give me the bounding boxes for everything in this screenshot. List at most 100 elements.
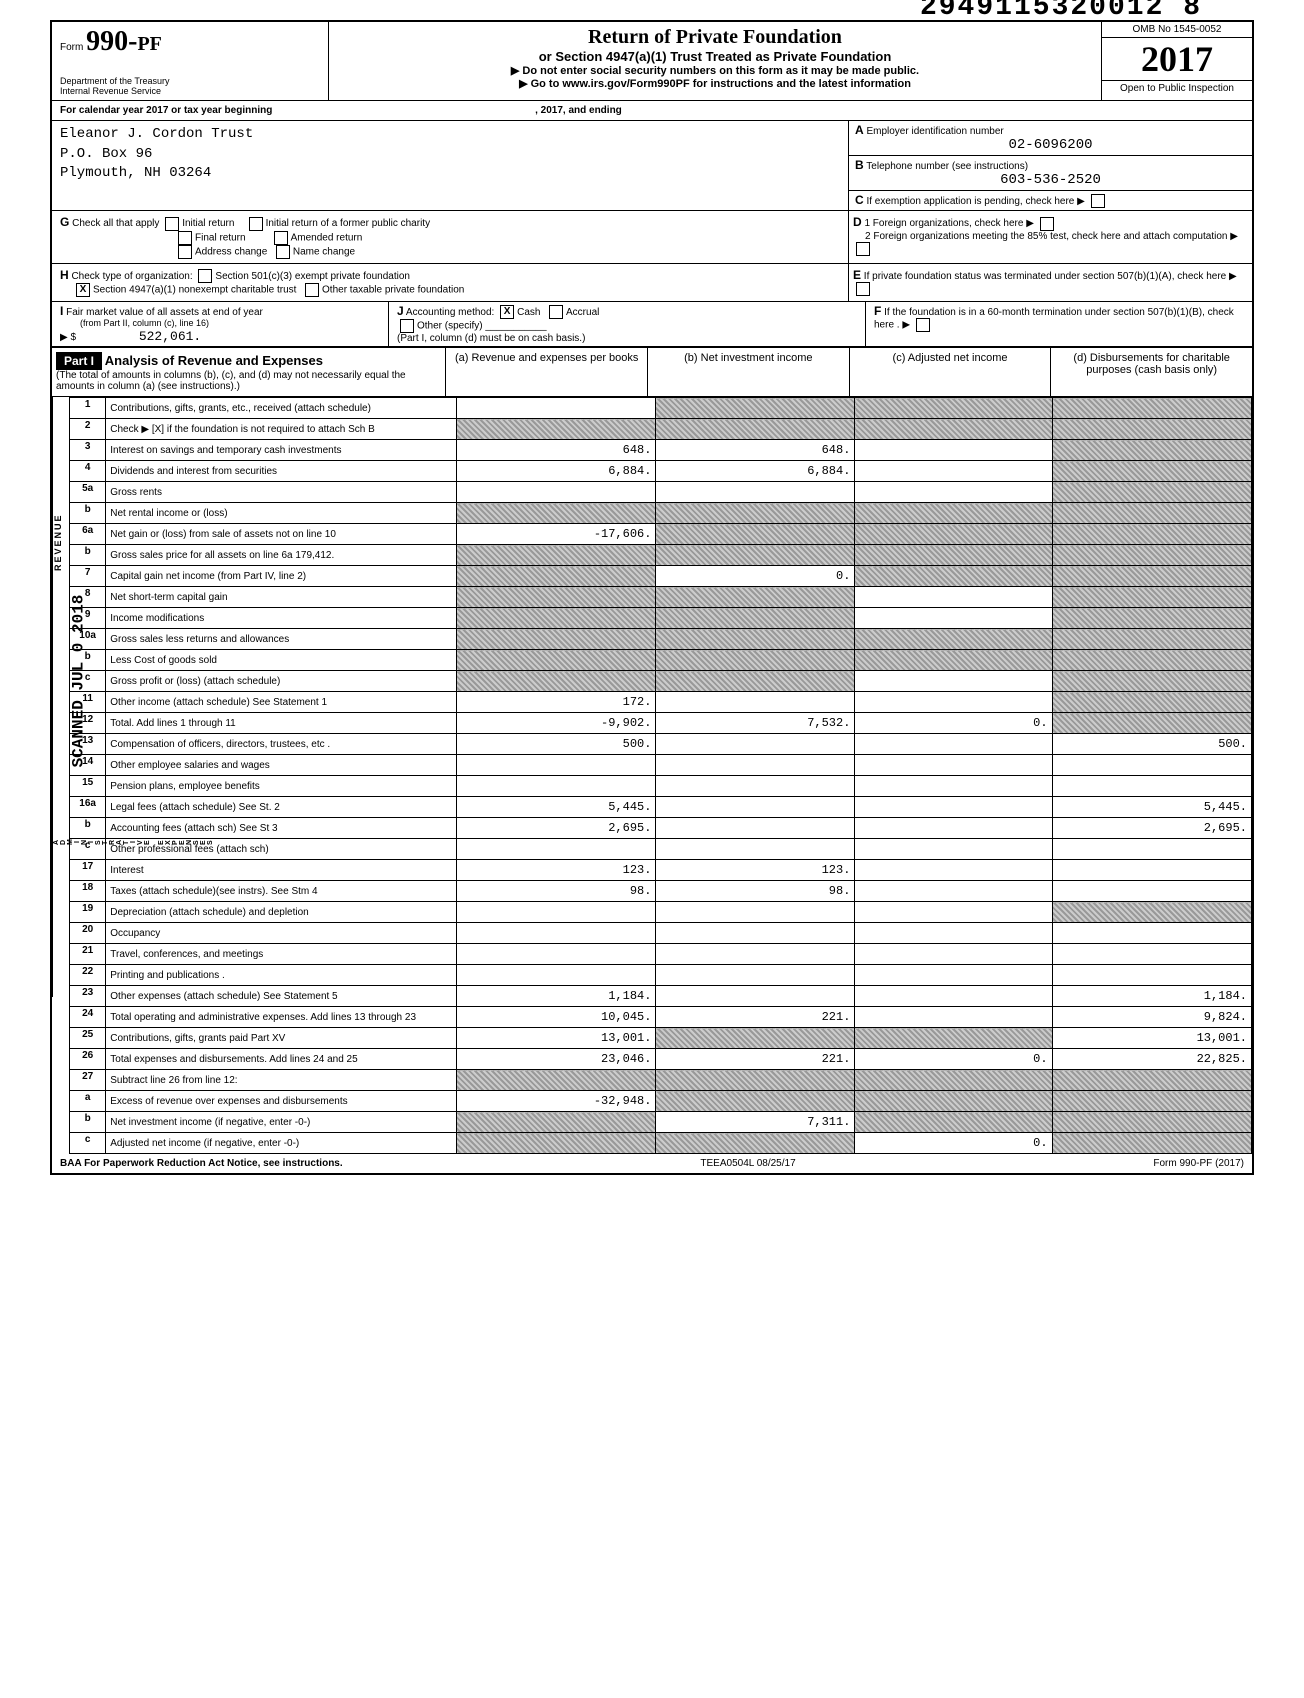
line-number: 5a <box>70 482 106 503</box>
g-amended-checkbox[interactable] <box>274 231 288 245</box>
table-row: aExcess of revenue over expenses and dis… <box>70 1091 1252 1112</box>
col-b-val <box>656 1070 855 1091</box>
line-number: 17 <box>70 860 106 881</box>
g-final-checkbox[interactable] <box>178 231 192 245</box>
f-checkbox[interactable] <box>916 318 930 332</box>
col-c-val <box>855 650 1052 671</box>
col-c-val <box>855 419 1052 440</box>
line-desc: Adjusted net income (if negative, enter … <box>106 1133 456 1154</box>
e-box: E If private foundation status was termi… <box>849 264 1252 301</box>
h-other-checkbox[interactable] <box>305 283 319 297</box>
form-number-box: Form 990-PF Department of the Treasury I… <box>52 22 329 100</box>
title-note1: ▶ Do not enter social security numbers o… <box>333 64 1097 77</box>
line-number: 24 <box>70 1007 106 1028</box>
table-row: 26Total expenses and disbursements. Add … <box>70 1049 1252 1070</box>
d1-checkbox[interactable] <box>1040 217 1054 231</box>
line-desc: Depreciation (attach schedule) and deple… <box>106 902 456 923</box>
col-c-val <box>855 839 1052 860</box>
col-d-val <box>1052 398 1251 419</box>
j-other-checkbox[interactable] <box>400 319 414 333</box>
col-b-val <box>656 797 855 818</box>
g-initial-checkbox[interactable] <box>165 217 179 231</box>
line-desc: Gross profit or (loss) (attach schedule) <box>106 671 456 692</box>
col-c-val <box>855 1091 1052 1112</box>
j-accrual-checkbox[interactable] <box>549 305 563 319</box>
form-page: 2949115320012 8 SCANNED JUL 0 2018 Form … <box>50 20 1254 1175</box>
lines-wrapper: REVENUE ADMINISTRATIVE EXPENSES 1Contrib… <box>52 397 1252 1154</box>
form-prefix: Form <box>60 42 83 53</box>
j-cash-checkbox[interactable] <box>500 305 514 319</box>
col-a-val: 1,184. <box>456 986 656 1007</box>
col-a-val: 13,001. <box>456 1028 656 1049</box>
col-a-val <box>456 482 656 503</box>
col-a-val: 98. <box>456 881 656 902</box>
letter-c: C <box>855 193 864 207</box>
line-number: 19 <box>70 902 106 923</box>
line-desc: Occupancy <box>106 923 456 944</box>
col-c-val <box>855 902 1052 923</box>
col-b-head: (b) Net investment income <box>647 348 849 396</box>
col-a-val: 648. <box>456 440 656 461</box>
calendar-year-label: For calendar year 2017 or tax year begin… <box>52 101 1252 120</box>
col-c-val <box>855 692 1052 713</box>
letter-i: I <box>60 304 63 318</box>
col-d-val <box>1052 440 1251 461</box>
g-address-checkbox[interactable] <box>178 245 192 259</box>
letter-d: D <box>853 215 862 229</box>
line-desc: Compensation of officers, directors, tru… <box>106 734 456 755</box>
line-desc: Printing and publications . <box>106 965 456 986</box>
col-a-val <box>456 1112 656 1133</box>
col-c-val <box>855 776 1052 797</box>
col-b-val <box>656 650 855 671</box>
d2-checkbox[interactable] <box>856 242 870 256</box>
col-b-val <box>656 818 855 839</box>
table-row: 8Net short-term capital gain <box>70 587 1252 608</box>
e-checkbox[interactable] <box>856 282 870 296</box>
col-b-val <box>656 839 855 860</box>
table-row: 12Total. Add lines 1 through 11-9,902.7,… <box>70 713 1252 734</box>
line-number: 15 <box>70 776 106 797</box>
col-b-val <box>656 482 855 503</box>
org-name-block: Eleanor J. Cordon Trust P.O. Box 96 Plym… <box>52 121 849 210</box>
line-number: 20 <box>70 923 106 944</box>
col-b-val: 6,884. <box>656 461 855 482</box>
col-d-val <box>1052 965 1251 986</box>
part1-header-left: Part I Analysis of Revenue and Expenses … <box>52 348 445 396</box>
h-4947-checkbox[interactable] <box>76 283 90 297</box>
table-row: 23Other expenses (attach schedule) See S… <box>70 986 1252 1007</box>
g-name-checkbox[interactable] <box>276 245 290 259</box>
table-row: 18Taxes (attach schedule)(see instrs). S… <box>70 881 1252 902</box>
col-c-val <box>855 986 1052 1007</box>
line-desc: Net rental income or (loss) <box>106 503 456 524</box>
j-accrual: Accrual <box>566 307 599 318</box>
col-d-val <box>1052 629 1251 650</box>
line-desc: Total. Add lines 1 through 11 <box>106 713 456 734</box>
table-row: 14Other employee salaries and wages <box>70 755 1252 776</box>
table-row: 15Pension plans, employee benefits <box>70 776 1252 797</box>
table-row: 13Compensation of officers, directors, t… <box>70 734 1252 755</box>
col-d-val <box>1052 587 1251 608</box>
c-checkbox[interactable] <box>1091 194 1105 208</box>
col-d-val <box>1052 839 1251 860</box>
col-c-val <box>855 1007 1052 1028</box>
j-note: (Part I, column (d) must be on cash basi… <box>397 333 585 344</box>
table-row: 20Occupancy <box>70 923 1252 944</box>
col-d-val <box>1052 566 1251 587</box>
j-cash: Cash <box>517 307 540 318</box>
line-desc: Taxes (attach schedule)(see instrs). See… <box>106 881 456 902</box>
h-501c3-checkbox[interactable] <box>198 269 212 283</box>
line-desc: Net gain or (loss) from sale of assets n… <box>106 524 456 545</box>
table-row: bNet investment income (if negative, ent… <box>70 1112 1252 1133</box>
table-row: 6aNet gain or (loss) from sale of assets… <box>70 524 1252 545</box>
letter-b: B <box>855 158 864 172</box>
g-initial-former-checkbox[interactable] <box>249 217 263 231</box>
col-a-val: -9,902. <box>456 713 656 734</box>
col-a-val: 6,884. <box>456 461 656 482</box>
col-a-val <box>456 545 656 566</box>
col-d-val: 5,445. <box>1052 797 1251 818</box>
col-c-val: 0. <box>855 713 1052 734</box>
col-b-val <box>656 587 855 608</box>
line-desc: Total operating and administrative expen… <box>106 1007 456 1028</box>
line-desc: Accounting fees (attach sch) See St 3 <box>106 818 456 839</box>
col-d-val <box>1052 776 1251 797</box>
